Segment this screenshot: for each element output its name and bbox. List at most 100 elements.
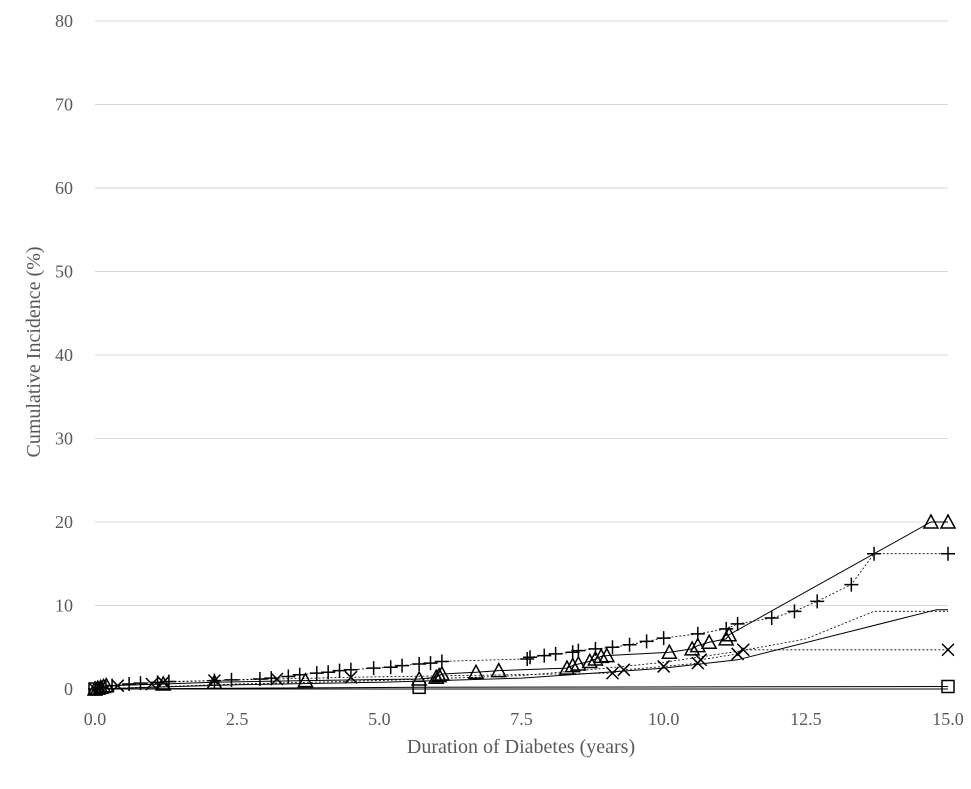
marker-plus [867, 546, 882, 561]
marker-triangle [410, 670, 428, 686]
marker-triangle [154, 675, 172, 691]
band-line-2 [94, 610, 948, 690]
y-axis-title: Cumulative Incidence (%) [23, 246, 45, 457]
marker-triangle [206, 673, 223, 690]
marker-plus [764, 611, 779, 626]
marker-square [941, 679, 955, 694]
marker-plus [224, 672, 239, 687]
series-markers [86, 513, 957, 696]
marker-plus [656, 631, 671, 646]
y-tick-label: 50 [55, 262, 73, 282]
x-tick-label: 5.0 [368, 709, 391, 729]
marker-triangle [564, 657, 581, 673]
marker-x [145, 677, 159, 691]
marker-plus [383, 660, 398, 675]
marker-square [412, 680, 426, 695]
marker-plus [810, 594, 825, 609]
marker-plus [605, 640, 620, 655]
marker-plus [412, 656, 427, 671]
marker-x [657, 659, 671, 673]
y-tick-label: 10 [55, 596, 73, 616]
marker-triangle [700, 633, 718, 649]
marker-triangle [683, 640, 701, 656]
marker-plus [548, 646, 563, 661]
marker-triangle [558, 659, 576, 675]
marker-triangle [661, 643, 678, 660]
y-tick-label: 80 [55, 11, 73, 31]
marker-square [88, 682, 102, 696]
marker-triangle [430, 667, 448, 683]
marker-plus [281, 669, 296, 684]
marker-plus [309, 666, 324, 681]
marker-x [156, 675, 170, 689]
marker-x [736, 643, 750, 657]
marker-x [270, 672, 284, 686]
marker-triangle [922, 513, 940, 529]
y-tick-label: 30 [55, 429, 73, 449]
marker-triangle [587, 650, 604, 666]
y-axis-ticks: 0 10 20 30 40 50 60 70 80 [55, 11, 73, 699]
marker-x [617, 663, 631, 677]
marker-x [605, 666, 620, 680]
marker-triangle [939, 513, 957, 529]
marker-triangle [467, 663, 485, 680]
marker-triangle [689, 636, 707, 653]
marker-plus [622, 637, 637, 652]
marker-x [344, 670, 358, 684]
band-line-1 [94, 609, 948, 690]
x-tick-label: 15.0 [932, 709, 964, 729]
x-axis-title: Duration of Diabetes (years) [407, 736, 635, 758]
marker-triangle [581, 652, 598, 669]
x-axis-ticks: 0.0 2.5 5.0 7.5 10.0 12.5 15.0 [84, 709, 964, 729]
series-line-square [94, 686, 949, 690]
marker-plus [423, 656, 438, 671]
marker-plus [122, 676, 137, 691]
x-tick-label: 10.0 [648, 709, 680, 729]
series-line-plus [94, 553, 948, 690]
y-tick-label: 70 [55, 95, 73, 115]
marker-plus [730, 616, 745, 631]
marker-plus [941, 546, 955, 561]
x-tick-label: 0.0 [84, 709, 107, 729]
x-tick-label: 7.5 [510, 709, 533, 729]
marker-plus [366, 661, 381, 676]
x-tick-label: 12.5 [790, 709, 822, 729]
marker-plus [434, 654, 449, 669]
marker-plus [565, 645, 580, 660]
marker-plus [321, 665, 336, 680]
series-line-x [94, 649, 948, 690]
marker-plus [523, 650, 538, 665]
y-tick-label: 60 [55, 178, 73, 198]
marker-triangle [297, 672, 314, 688]
marker-plus [588, 641, 603, 656]
marker-plus [520, 651, 535, 666]
marker-triangle [592, 647, 610, 664]
marker-plus [690, 626, 705, 641]
marker-plus [332, 663, 347, 678]
y-tick-label: 40 [55, 345, 73, 365]
marker-plus [343, 662, 358, 677]
x-tick-label: 2.5 [226, 709, 249, 729]
y-tick-label: 20 [55, 512, 73, 532]
marker-plus [787, 604, 802, 619]
marker-x [941, 643, 955, 657]
marker-plus [292, 667, 307, 682]
marker-x [731, 647, 745, 661]
marker-triangle [570, 655, 587, 671]
gridlines [95, 20, 948, 690]
marker-triangle [490, 662, 508, 678]
marker-plus [133, 676, 148, 691]
marker-triangle [427, 668, 445, 685]
marker-x [207, 674, 221, 688]
marker-x [694, 653, 708, 667]
marker-x [111, 679, 125, 693]
marker-triangle [598, 647, 616, 663]
marker-plus [639, 634, 654, 649]
marker-plus [844, 577, 859, 592]
marker-triangle [433, 665, 451, 681]
marker-plus [252, 671, 267, 686]
marker-plus [537, 648, 552, 663]
y-tick-label: 0 [64, 679, 73, 699]
marker-plus [395, 658, 410, 673]
